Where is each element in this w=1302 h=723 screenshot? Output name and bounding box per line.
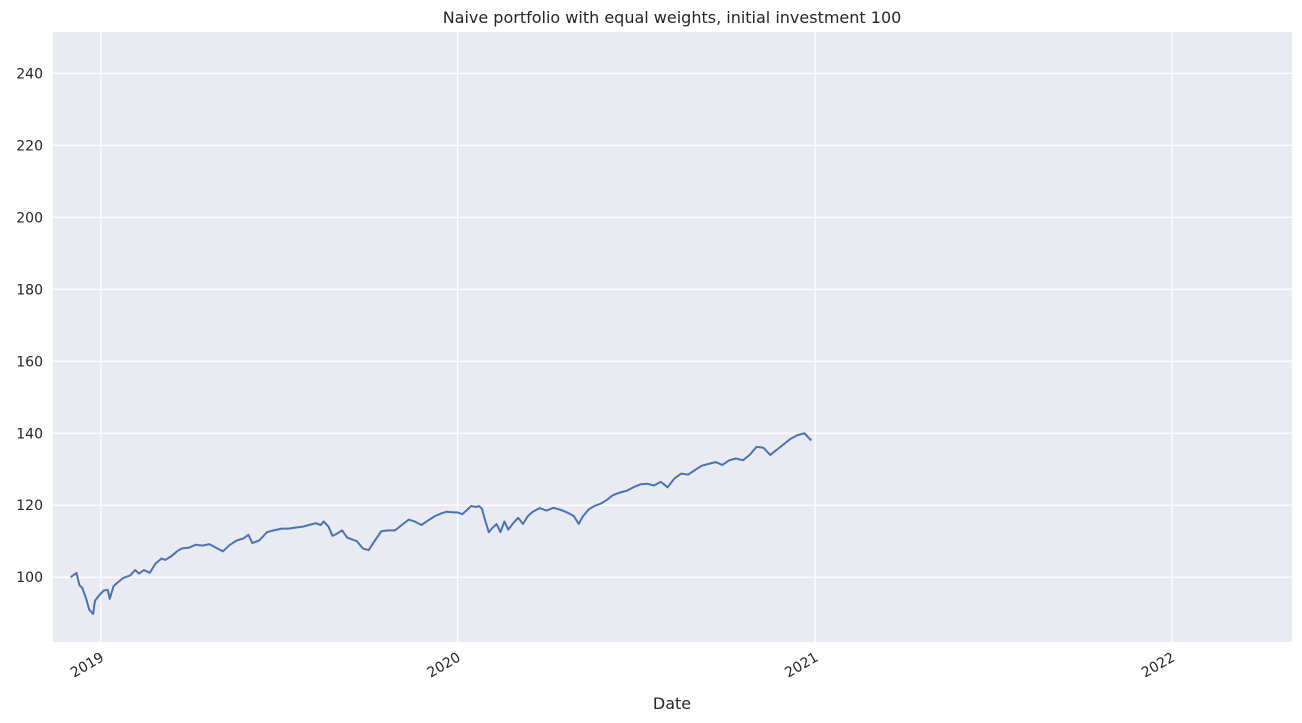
y-tick-label: 200 [16, 210, 43, 226]
x-axis: 2019 2020 2021 2022 [68, 650, 1178, 682]
y-tick-label: 160 [16, 354, 43, 370]
y-tick-label: 100 [16, 570, 43, 586]
x-tick-label: 2022 [1139, 650, 1178, 682]
y-axis: 100 120 140 160 180 200 220 240 [16, 66, 43, 586]
plot-area [53, 32, 1292, 642]
grid-lines [53, 32, 1292, 642]
y-tick-label: 120 [16, 498, 43, 514]
y-tick-label: 140 [16, 426, 43, 442]
y-tick-label: 240 [16, 66, 43, 82]
x-tick-label: 2021 [782, 650, 821, 682]
x-tick-label: 2020 [425, 650, 464, 682]
x-axis-label: Date [653, 694, 691, 713]
x-tick-label: 2019 [68, 650, 107, 682]
y-tick-label: 180 [16, 282, 43, 298]
y-tick-label: 220 [16, 138, 43, 154]
series-line [70, 432, 813, 615]
chart-title: Naive portfolio with equal weights, init… [443, 8, 902, 27]
